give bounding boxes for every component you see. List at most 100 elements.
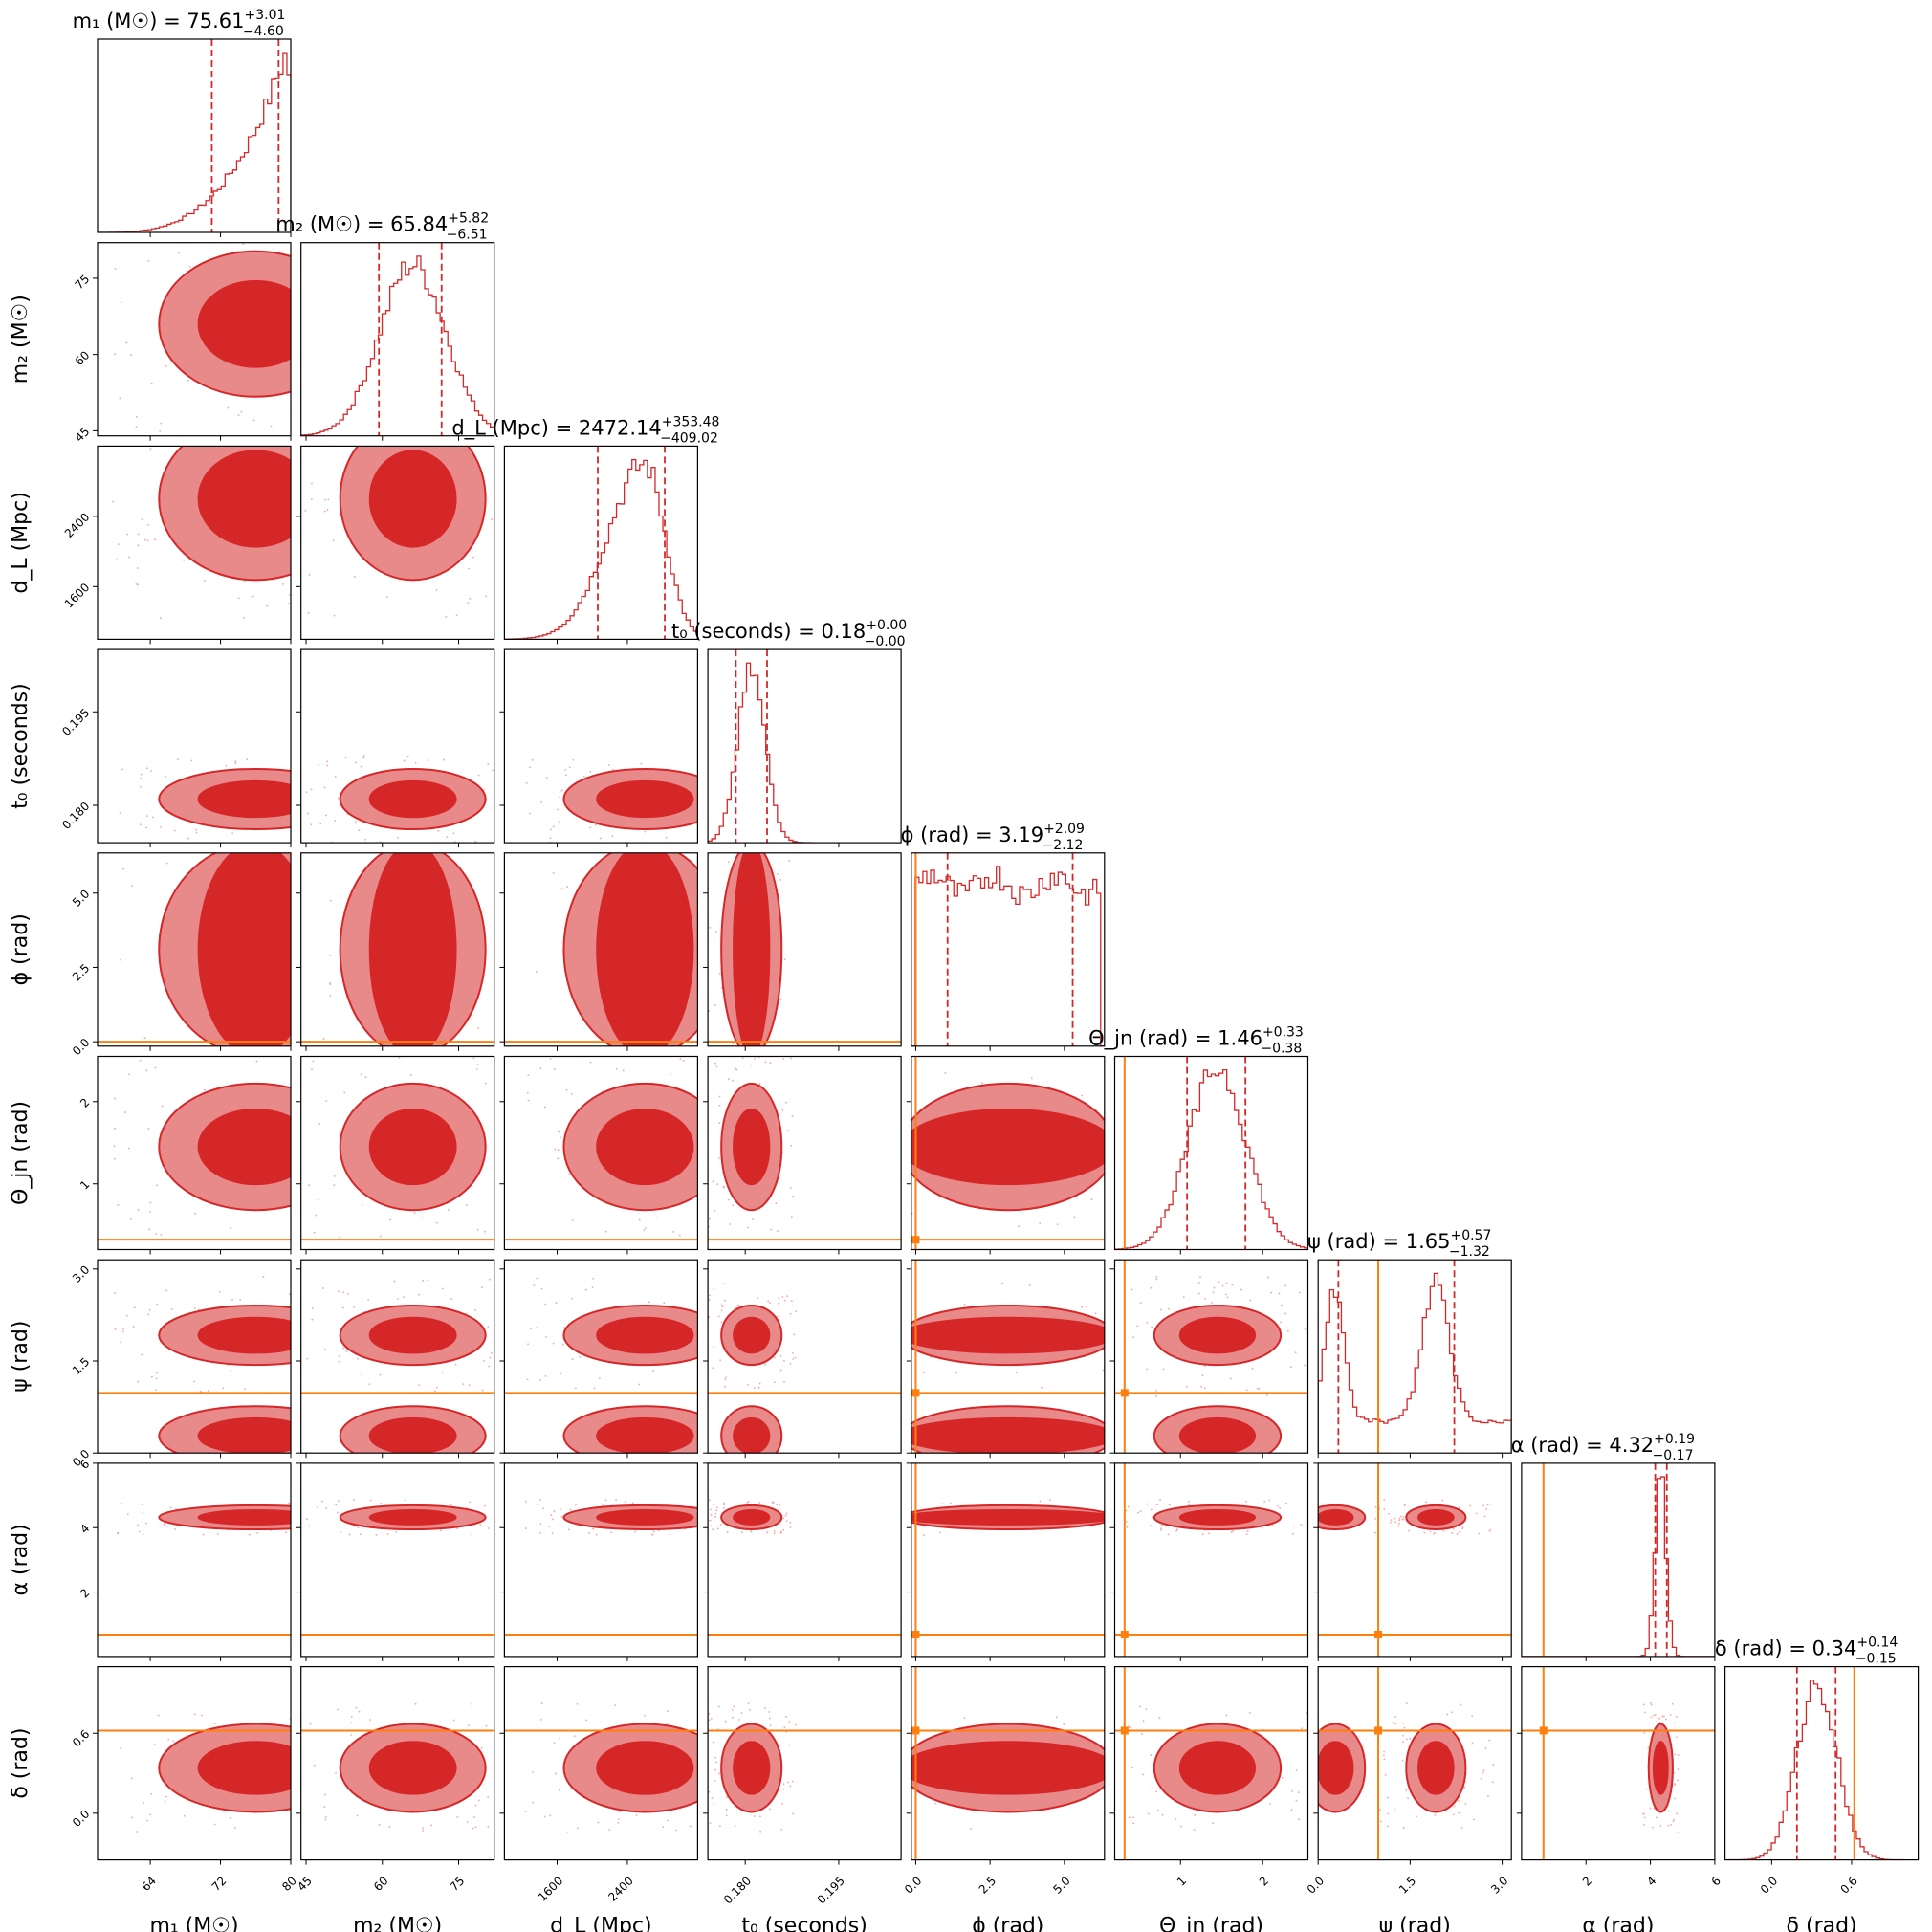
y-tick-label-m2: 75 — [73, 273, 93, 293]
y-tick-label-phi: 2.5 — [70, 961, 92, 983]
y-tick-label-theta: 1 — [77, 1177, 92, 1192]
contour-panel-alpha-vs-t0 — [703, 1462, 902, 1661]
contour-inner-delta-m2 — [368, 1741, 457, 1795]
truth-marker-delta-psi — [1374, 1726, 1383, 1735]
x-tick-label-psi: 0.0 — [1305, 1874, 1327, 1896]
contour-inner-alpha-m2 — [368, 1509, 457, 1526]
panel-frame — [911, 852, 1106, 1047]
truth-marker-psi-phi — [911, 1389, 920, 1397]
x-tick-label-psi: 3.0 — [1488, 1874, 1510, 1896]
contour-inner-theta-dL — [596, 1108, 694, 1186]
x-tick-label-m2: 60 — [371, 1874, 391, 1894]
panel-title-delta: δ (rad) = 0.34+0.14 −0.15 — [1715, 1636, 1898, 1667]
contour-inner-phi-t0 — [733, 852, 771, 1046]
panel-frame — [911, 1665, 1106, 1861]
x-axis-label-theta: Θ_jn (rad) — [1159, 1915, 1263, 1932]
contour-panel-phi-vs-dL — [499, 852, 699, 1051]
contour-panel-psi-vs-dL — [499, 1259, 699, 1459]
contour-inner-phi-m2 — [368, 852, 457, 1046]
contour-inner-alpha-psi-lobe-0 — [1318, 1509, 1354, 1526]
y-axis-label-m2: m₂ (M☉) — [9, 295, 33, 384]
histogram-panel-m1: m₁ (M☉) = 75.61+3.01 −4.60 — [73, 8, 292, 237]
contour-inner-psi-dL-lobe-0 — [596, 1416, 694, 1454]
panel-frame — [503, 1055, 699, 1251]
panel-title-alpha: α (rad) = 4.32+0.19 −0.17 — [1511, 1432, 1695, 1463]
contour-panel-dL-vs-m1: 1600 2400 — [62, 445, 292, 645]
contour-inner-psi-theta-lobe-1 — [1178, 1316, 1257, 1354]
contour-inner-psi-dL-lobe-1 — [596, 1316, 694, 1354]
y-tick-label-psi: 3.0 — [70, 1262, 92, 1284]
panel-title-m2: m₂ (M☉) = 65.84+5.82 −6.51 — [275, 211, 489, 243]
x-tick-label-psi: 1.5 — [1396, 1874, 1418, 1896]
panel-frame — [503, 648, 699, 844]
truth-marker-theta-phi — [911, 1236, 920, 1244]
histogram-panel-m2: m₂ (M☉) = 65.84+5.82 −6.51 — [275, 211, 495, 441]
contour-inner-alpha-theta — [1178, 1509, 1257, 1526]
contour-panel-phi-vs-m1: 0.0 2.5 5.0 — [70, 852, 292, 1058]
histogram-panel-delta: δ (rad) = 0.34+0.14 −0.15 0.0 0.6 — [1715, 1636, 1920, 1897]
panel-frame — [911, 1055, 1106, 1251]
contour-inner-psi-m2-lobe-0 — [368, 1416, 457, 1454]
contour-panel-t0-vs-m1: 0.180 0.195 — [59, 648, 292, 848]
contour-inner-alpha-psi-lobe-1 — [1416, 1509, 1455, 1526]
panel-title-dL: d_L (Mpc) = 2472.14+353.48 −409.02 — [451, 414, 719, 446]
contour-inner-psi-m1-lobe-1 — [197, 1316, 291, 1354]
contour-panel-m2-vs-m1: 45 60 75 — [73, 242, 292, 445]
truth-marker-alpha-theta — [1120, 1631, 1129, 1639]
y-tick-label-phi: 0.0 — [70, 1036, 92, 1058]
y-axis-label-phi: ϕ (rad) — [9, 913, 33, 985]
truth-marker-alpha-psi — [1374, 1631, 1383, 1639]
contour-panel-delta-vs-t0: 0.180 0.195 — [703, 1665, 902, 1907]
contour-inner-delta-dL — [596, 1741, 694, 1795]
panel-frame — [707, 1665, 902, 1861]
contour-panel-theta-vs-phi — [906, 1055, 1106, 1255]
panel-frame — [300, 445, 495, 640]
x-axis-label-phi: ϕ (rad) — [972, 1915, 1043, 1932]
panel-frame — [97, 1665, 292, 1861]
y-tick-label-delta: 0.0 — [70, 1807, 92, 1829]
panel-frame — [503, 1665, 699, 1861]
histogram-theta — [1114, 1068, 1308, 1250]
x-axis-label-m1: m₁ (M☉) — [149, 1915, 238, 1932]
contour-panel-theta-vs-m2 — [296, 1055, 495, 1255]
panel-frame — [1113, 1259, 1309, 1454]
contour-inner-t0-m2 — [368, 779, 457, 819]
contour-panel-t0-vs-m2 — [296, 648, 495, 848]
panel-frame — [707, 852, 902, 1047]
x-tick-label-t0: 0.195 — [815, 1874, 847, 1906]
panel-frame — [503, 445, 699, 640]
contour-inner-psi-m2-lobe-1 — [368, 1316, 457, 1354]
x-tick-label-delta: 0.0 — [1758, 1874, 1780, 1896]
contour-inner-psi-t0-lobe-0 — [733, 1416, 771, 1454]
x-axis-label-m2: m₂ (M☉) — [353, 1915, 442, 1932]
y-tick-label-alpha: 4 — [77, 1522, 92, 1536]
contour-inner-delta-alpha — [1652, 1741, 1669, 1795]
contour-inner-dL-m1 — [197, 450, 291, 548]
contour-panel-delta-vs-phi: 0.0 2.5 5.0 — [902, 1665, 1106, 1897]
panel-frame — [911, 1462, 1106, 1658]
panel-frame — [1113, 1055, 1309, 1251]
panel-frame — [1521, 1665, 1716, 1861]
histogram-t0 — [708, 662, 902, 844]
histogram-m1 — [98, 52, 291, 232]
x-tick-label-alpha: 2 — [1580, 1874, 1594, 1888]
x-tick-label-dL: 2400 — [605, 1874, 635, 1903]
x-axis-label-dL: d_L (Mpc) — [550, 1915, 651, 1932]
contour-inner-delta-psi-lobe-0 — [1318, 1741, 1354, 1795]
contour-inner-psi-phi-lobe-1 — [911, 1316, 1105, 1354]
contour-panel-delta-vs-m1: 64 72 800.00.6 — [70, 1665, 299, 1894]
contour-panel-t0-vs-dL — [499, 648, 699, 848]
contour-inner-psi-m1-lobe-0 — [197, 1416, 291, 1454]
contour-inner-alpha-phi — [911, 1509, 1105, 1526]
contour-panel-alpha-vs-theta — [1109, 1462, 1309, 1661]
contour-inner-t0-m1 — [197, 779, 291, 819]
truth-marker-delta-phi — [911, 1726, 920, 1735]
contour-inner-dL-m2 — [368, 450, 457, 548]
x-tick-label-t0: 0.180 — [721, 1874, 754, 1906]
histogram-dL — [504, 458, 698, 640]
panel-frame — [707, 1259, 902, 1454]
panel-frame — [97, 1055, 292, 1251]
x-tick-label-phi: 0.0 — [902, 1874, 924, 1896]
